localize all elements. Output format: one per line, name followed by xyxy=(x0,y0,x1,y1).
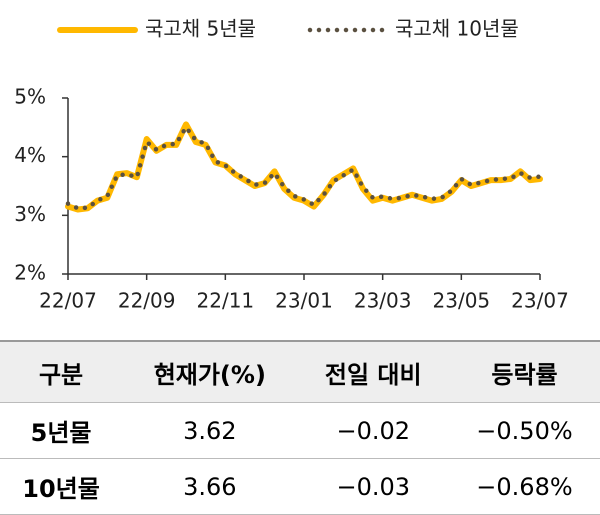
row: 10년물 3.66 −0.03 −0.68% xyxy=(0,458,600,515)
y-tick-label: 5% xyxy=(14,85,46,109)
header-cell: 현재가(%) xyxy=(122,340,298,403)
x-tick-label: 23/05 xyxy=(433,289,491,313)
cell: 3.66 xyxy=(122,458,298,515)
y-tick-label: 4% xyxy=(14,143,46,167)
cell: −0.03 xyxy=(297,458,449,515)
header-cell: 전일 대비 xyxy=(297,340,449,403)
series-line xyxy=(65,125,543,211)
cell: −0.68% xyxy=(448,458,600,515)
header-row: 구분 현재가(%) 전일 대비 등락률 xyxy=(0,340,600,403)
quote-table: 구분 현재가(%) 전일 대비 등락률 5년물 3.62 −0.02 −0.50… xyxy=(0,340,600,515)
page: 2% 3% 4% 5% 22/07 22/09 22/11 23/01 23/03 23/05 23… xyxy=(0,16,600,515)
cell: 10년물 xyxy=(0,458,123,515)
cell: 5년물 xyxy=(0,402,123,459)
x-tick-label: 23/07 xyxy=(511,289,569,313)
x-tick-label: 22/07 xyxy=(39,289,97,313)
legend-label: 국고채 10년물 xyxy=(395,17,519,41)
x-tick-label: 22/11 xyxy=(197,289,255,313)
y-tick-label: 3% xyxy=(14,202,46,226)
row: 5년물 3.62 −0.02 −0.50% xyxy=(0,402,600,459)
cell: −0.02 xyxy=(297,402,449,459)
y-tick-label: 2% xyxy=(14,261,46,285)
cell: 3.62 xyxy=(122,402,298,459)
x-tick-label: 23/03 xyxy=(354,289,412,313)
cell: −0.50% xyxy=(448,402,600,459)
header-cell: 구분 xyxy=(0,340,123,403)
header-cell: 등락률 xyxy=(448,340,600,403)
x-tick-label: 23/01 xyxy=(275,289,333,313)
chart: 2% 3% 4% 5% 22/07 22/09 22/11 23/01 23/03 23/05 23… xyxy=(14,17,569,313)
x-tick-label: 22/09 xyxy=(118,289,176,313)
legend-label: 국고채 5년물 xyxy=(145,17,256,41)
